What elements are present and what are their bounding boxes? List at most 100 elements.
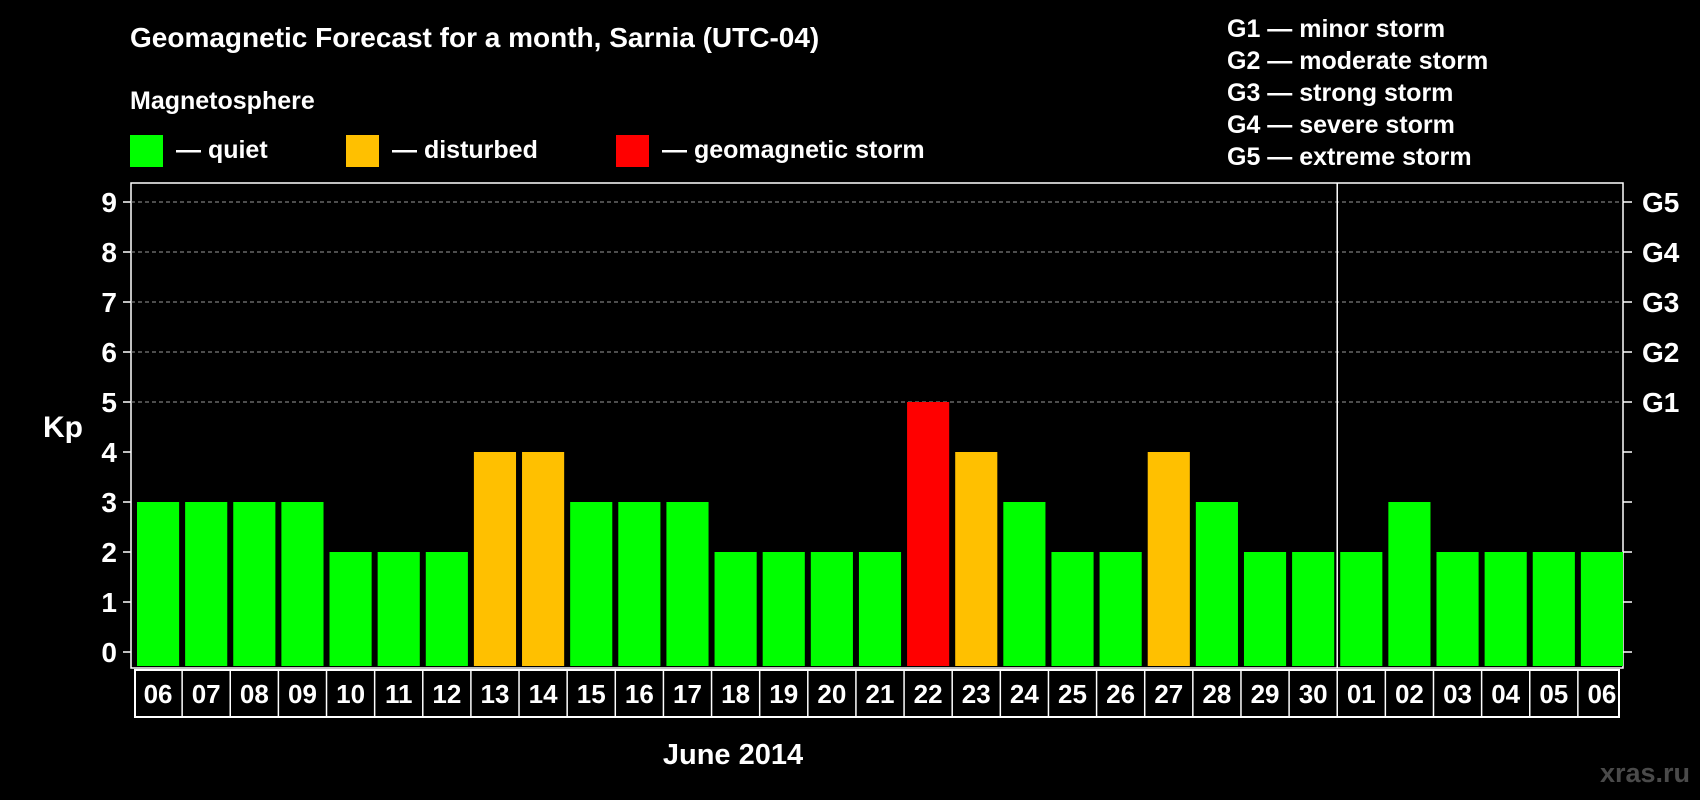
legend-swatch-quiet: [130, 135, 163, 167]
storm-scale-legend: G1 — minor storm G2 — moderate storm G3 …: [1227, 15, 1488, 171]
bar-06: [1580, 552, 1623, 666]
x-tick-label: 27: [1154, 679, 1183, 709]
y-tick-label: 6: [101, 337, 117, 368]
x-tick-label: 12: [432, 679, 461, 709]
legend-label-quiet: — quiet: [176, 136, 268, 164]
x-tick-label: 09: [288, 679, 317, 709]
bar-12: [425, 552, 468, 666]
x-tick-label: 14: [529, 679, 558, 709]
y-tick-label: 3: [101, 487, 117, 518]
bar-06: [137, 502, 180, 666]
bar-13: [473, 452, 517, 666]
x-tick-label: 28: [1202, 679, 1231, 709]
right-axis-label-g2: G2: [1642, 337, 1679, 368]
storm-scale-g3: G3 — strong storm: [1227, 79, 1453, 107]
bar-20: [810, 552, 853, 666]
bar-02: [1388, 502, 1431, 666]
x-tick-label: 18: [721, 679, 750, 709]
y-tick-label: 2: [101, 537, 117, 568]
x-tick-label: 23: [962, 679, 991, 709]
bar-01: [1340, 552, 1383, 666]
y-axis-label: Kp: [43, 411, 83, 444]
x-tick-label: 02: [1395, 679, 1424, 709]
bar-09: [281, 502, 324, 666]
bar-25: [1051, 552, 1094, 666]
bar-05: [1532, 552, 1575, 666]
x-tick-label: 06: [1587, 679, 1616, 709]
x-tick-label: 19: [769, 679, 798, 709]
legend-storm: — geomagnetic storm: [616, 135, 925, 167]
x-tick-label: 04: [1491, 679, 1520, 709]
x-tick-label: 06: [144, 679, 173, 709]
x-tick-label: 30: [1299, 679, 1328, 709]
x-tick-label: 29: [1251, 679, 1280, 709]
y-tick-label: 4: [101, 437, 117, 468]
y-tick-label: 5: [101, 387, 117, 418]
x-tick-label: 21: [866, 679, 895, 709]
bar-18: [714, 552, 757, 666]
legend-label-disturbed: — disturbed: [392, 136, 538, 164]
x-tick-label: 16: [625, 679, 654, 709]
bar-11: [377, 552, 420, 666]
x-tick-label: 03: [1443, 679, 1472, 709]
legend-swatch-disturbed: [346, 135, 379, 167]
x-tick-label: 24: [1010, 679, 1039, 709]
x-tick-label: 15: [577, 679, 606, 709]
x-tick-label: 13: [481, 679, 510, 709]
right-axis-label-g1: G1: [1642, 387, 1679, 418]
bar-29: [1243, 552, 1287, 666]
watermark: xras.ru: [1600, 758, 1690, 788]
x-tick-label: 17: [673, 679, 702, 709]
bar-30: [1292, 552, 1335, 666]
x-tick-label: 26: [1106, 679, 1135, 709]
bar-03: [1436, 552, 1479, 666]
bar-16: [618, 502, 661, 666]
x-tick-label: 22: [914, 679, 943, 709]
storm-scale-g1: G1 — minor storm: [1227, 15, 1445, 43]
y-tick-label: 9: [101, 187, 117, 218]
x-tick-label: 08: [240, 679, 269, 709]
date-label-box: [134, 669, 1620, 718]
bar-04: [1484, 552, 1527, 666]
right-axis-label-g4: G4: [1642, 237, 1680, 268]
legend-swatch-storm: [616, 135, 649, 167]
bar-15: [570, 502, 613, 666]
x-tick-label: 10: [336, 679, 365, 709]
x-tick-label: 01: [1347, 679, 1376, 709]
storm-scale-g4: G4 — severe storm: [1227, 111, 1455, 139]
bar-19: [762, 552, 805, 666]
y-tick-label: 7: [101, 287, 117, 318]
bar-10: [329, 552, 372, 666]
y-tick-label: 0: [101, 637, 117, 668]
x-axis-label: June 2014: [663, 739, 803, 771]
storm-scale-g2: G2 — moderate storm: [1227, 47, 1488, 75]
chart-title: Geomagnetic Forecast for a month, Sarnia…: [130, 22, 819, 53]
right-axis-label-g5: G5: [1642, 187, 1679, 218]
x-tick-label: 25: [1058, 679, 1087, 709]
x-tick-label: 07: [192, 679, 221, 709]
legend-quiet: — quiet: [130, 135, 268, 167]
right-axis-label-g3: G3: [1642, 287, 1679, 318]
legend-disturbed: — disturbed: [346, 135, 538, 167]
x-tick-label: 20: [817, 679, 846, 709]
x-tick-label: 11: [385, 679, 413, 709]
bar-14: [522, 452, 565, 666]
legend-label-storm: — geomagnetic storm: [662, 136, 925, 164]
x-tick-label: 05: [1539, 679, 1568, 709]
bar-24: [1003, 502, 1046, 666]
bar-07: [185, 502, 228, 666]
bar-28: [1195, 502, 1238, 666]
storm-scale-g5: G5 — extreme storm: [1227, 143, 1472, 171]
bar-23: [955, 452, 998, 666]
bar-21: [858, 552, 902, 666]
bar-17: [666, 502, 709, 666]
y-tick-label: 1: [101, 587, 117, 618]
bar-27: [1147, 452, 1190, 666]
y-tick-label: 8: [101, 237, 117, 268]
bar-22: [907, 402, 950, 666]
legend-heading: Magnetosphere: [130, 87, 315, 115]
bar-08: [233, 502, 276, 666]
bar-26: [1099, 552, 1142, 666]
